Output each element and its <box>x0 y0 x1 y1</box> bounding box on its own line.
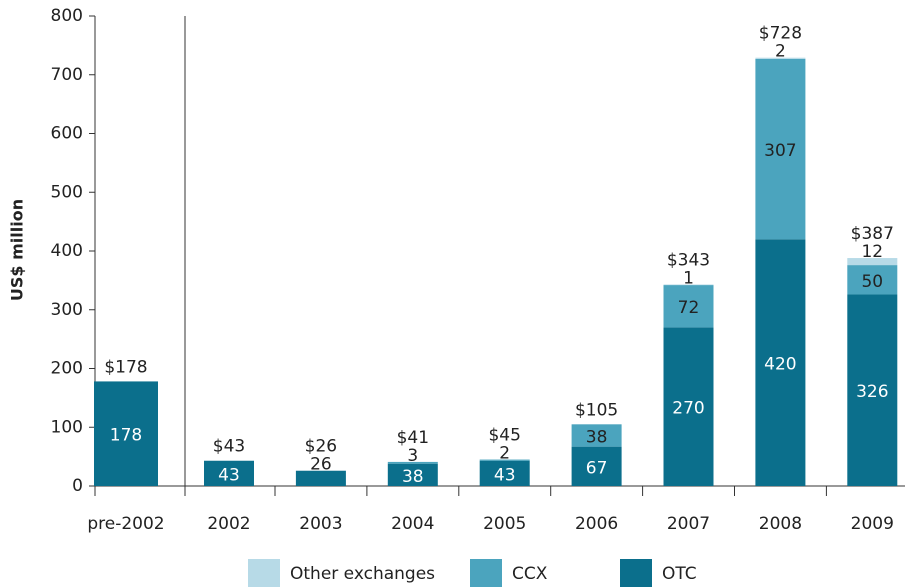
total-label: $45 <box>488 426 520 446</box>
legend-label: OTC <box>662 564 697 584</box>
bar-segment <box>663 285 714 328</box>
bar-segment <box>663 327 714 486</box>
y-tick-label: 700 <box>51 65 83 85</box>
total-label: $387 <box>851 224 894 244</box>
data-label: 26 <box>310 455 332 475</box>
data-label: 420 <box>764 355 796 375</box>
x-tick-label: 2003 <box>299 514 342 534</box>
x-tick-label: 2007 <box>667 514 710 534</box>
x-tick-label: 2006 <box>575 514 618 534</box>
data-label: 72 <box>678 298 700 318</box>
bar-segment <box>755 57 806 59</box>
bar-segment <box>387 463 438 486</box>
y-tick-label: 500 <box>51 182 83 202</box>
x-tick-label: 2008 <box>759 514 802 534</box>
bar-segment <box>387 461 438 464</box>
x-tick-label: 2005 <box>483 514 526 534</box>
data-label: 43 <box>494 465 516 485</box>
total-label: $43 <box>213 437 245 457</box>
data-label: 270 <box>672 399 704 419</box>
y-tick-label: 300 <box>51 300 83 320</box>
bar-segment <box>755 58 806 240</box>
y-axis-label: US$ million <box>8 199 27 301</box>
legend-swatch <box>248 559 280 587</box>
bar-segment <box>94 381 158 486</box>
y-tick-label: 100 <box>51 417 83 437</box>
total-label: $41 <box>397 428 429 448</box>
data-label: 2 <box>775 42 786 62</box>
legend-swatch <box>470 559 502 587</box>
legend-label: CCX <box>512 564 548 584</box>
data-label: 2 <box>499 444 510 464</box>
total-label: $343 <box>667 250 710 270</box>
bar-segment <box>204 460 254 486</box>
bar-segment <box>663 284 714 286</box>
y-tick-label: 0 <box>72 476 83 496</box>
bar-segment <box>847 258 898 266</box>
bar-segment <box>571 446 622 486</box>
data-label: 12 <box>861 242 883 262</box>
total-label: $26 <box>305 437 337 457</box>
x-tick-label: 2009 <box>851 514 894 534</box>
bar-segment <box>295 470 346 486</box>
data-label: 43 <box>218 465 240 485</box>
y-tick-label: 400 <box>51 241 83 261</box>
total-label: $105 <box>575 400 618 420</box>
x-tick-label: 2002 <box>207 514 250 534</box>
x-tick-label: pre-2002 <box>87 514 164 534</box>
bar-segment <box>479 460 530 486</box>
data-label: 1 <box>683 268 694 288</box>
data-label: 50 <box>861 272 883 292</box>
y-tick-label: 200 <box>51 359 83 379</box>
bar-segment <box>479 459 530 461</box>
data-label: 178 <box>110 426 142 446</box>
data-label: 307 <box>764 141 796 161</box>
data-label: 38 <box>402 467 424 487</box>
legend-swatch <box>620 559 652 587</box>
data-label: 326 <box>856 382 888 402</box>
bar-segment <box>571 424 622 447</box>
data-label: 67 <box>586 458 608 478</box>
bar-segment <box>847 265 898 295</box>
data-label: 3 <box>407 446 418 466</box>
total-label: $178 <box>104 357 147 377</box>
legend-label: Other exchanges <box>290 564 435 584</box>
bar-segment <box>847 294 898 486</box>
data-label: 38 <box>586 427 608 447</box>
x-tick-label: 2004 <box>391 514 434 534</box>
y-tick-label: 600 <box>51 124 83 144</box>
y-tick-label: 800 <box>51 6 83 26</box>
bar-segment <box>755 239 806 486</box>
total-label: $728 <box>759 24 802 44</box>
